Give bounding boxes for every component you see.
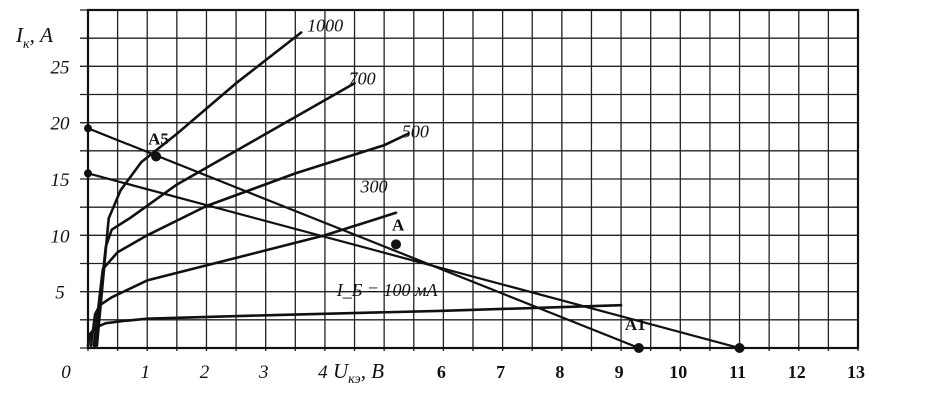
y-tick-label: 20 [51,114,71,135]
curve-label-300: 300 [359,177,387,197]
x-tick-label: 2 [200,362,210,383]
curve-ib-1000 [95,31,303,347]
curve-label-700: 700 [349,68,376,88]
load-line-1 [86,127,640,350]
curve-label-500: 500 [402,121,429,141]
curve-label-1000: 1000 [307,15,343,35]
x-axis-symbol: U [333,359,350,383]
x-tick-label: 8 [555,362,564,382]
point-label-A1: A1 [625,315,646,334]
y-axis-unit: , А [30,23,54,47]
y-tick-label: 15 [51,170,70,191]
load-lines [86,127,741,350]
point-label-A5: A5 [148,129,169,148]
point-label-A: A [392,215,405,234]
point-A [391,239,401,250]
curve-label-100: I_Б = 100 мА [336,280,439,300]
x-axis-unit: , В [361,359,385,383]
x-tick-label: 6 [437,362,446,382]
x-tick-label: 11 [729,362,746,382]
point-end [734,343,745,353]
load-line-start-1 [84,124,92,133]
y-tick-label: 10 [51,226,71,247]
x-tick-label: 12 [788,362,806,382]
load-line-start-2 [84,169,92,178]
x-tick-label: 9 [615,362,624,382]
x-axis-label: Uкэ, В [333,359,384,387]
y-axis-label: Iк, А [15,23,53,52]
plot-frame [86,8,860,350]
x-tick-label: 4 [318,362,328,383]
x-tick-label: 13 [847,362,865,382]
grid [80,8,860,351]
point-A5 [151,151,162,162]
y-axis-symbol: I [15,23,24,47]
load-line-2 [86,172,741,350]
x-axis-subscript: кэ [348,372,361,387]
x-tick-label: 10 [669,362,687,382]
y-tick-label: 25 [51,57,70,78]
y-axis-subscript: к [23,37,30,52]
x-tick-label: 3 [258,362,269,383]
x-tick-label: 7 [496,362,505,382]
operating-points: A5 A A1 [84,124,745,353]
output-characteristics: I_Б = 100 мА 300 500 700 1000 [86,15,623,347]
y-tick-label: 5 [55,283,65,304]
curve-ib-300 [89,211,398,347]
x-tick-label: 0 [61,362,71,383]
point-A1 [633,343,644,353]
x-tick-label: 1 [140,362,150,383]
